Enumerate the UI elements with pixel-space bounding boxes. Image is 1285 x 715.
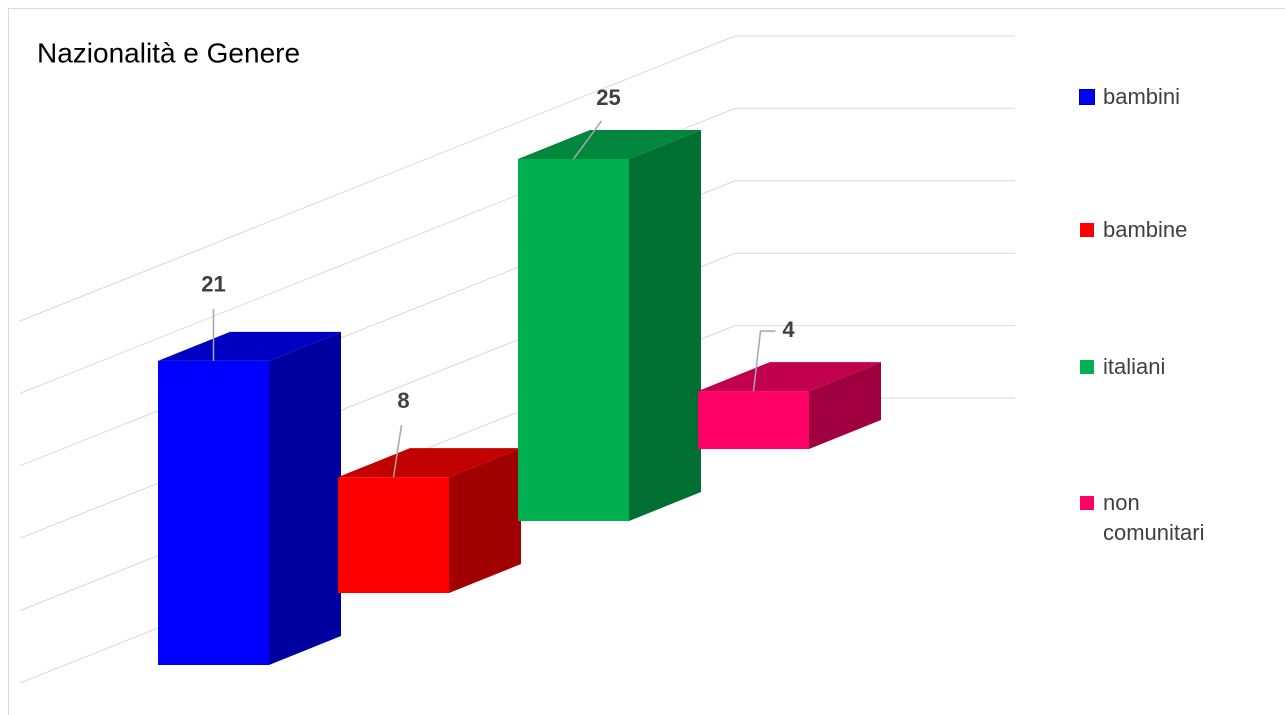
bar-side xyxy=(269,331,341,665)
bar xyxy=(698,391,809,449)
legend-label: non comunitari xyxy=(1103,490,1205,545)
chart-title: Nazionalità e Genere xyxy=(37,37,300,68)
legend-item: bambine xyxy=(1080,215,1210,245)
data-label: 8 xyxy=(397,388,409,413)
bar-top xyxy=(338,448,521,478)
bar-top xyxy=(518,130,701,159)
bar-side xyxy=(449,448,521,593)
grid-line xyxy=(19,35,1015,322)
bar xyxy=(338,477,449,593)
legend-swatch xyxy=(1080,223,1094,237)
legend-label: bambine xyxy=(1103,217,1188,242)
leader-line xyxy=(752,330,776,392)
bar-top xyxy=(158,331,341,361)
chart-border xyxy=(8,8,1285,715)
legend-label: bambini xyxy=(1103,84,1181,109)
bar xyxy=(158,360,269,665)
legend-swatch xyxy=(1079,89,1095,105)
bar-side xyxy=(809,362,881,449)
legend-item: bambini xyxy=(1079,82,1210,112)
data-label: 4 xyxy=(782,317,795,342)
leader-line xyxy=(572,120,603,160)
legend-label: italiani xyxy=(1103,354,1166,379)
legend-swatch xyxy=(1080,496,1094,510)
data-label: 21 xyxy=(201,272,225,297)
legend-swatch xyxy=(1080,360,1094,374)
grid-line xyxy=(19,107,1015,394)
legend-item: italiani xyxy=(1080,352,1210,382)
bar-top xyxy=(698,362,881,392)
bar-side xyxy=(629,130,701,521)
data-label: 25 xyxy=(596,85,620,110)
legend-item: non comunitari xyxy=(1080,488,1210,548)
bar xyxy=(518,159,629,521)
leader-line xyxy=(392,425,403,478)
